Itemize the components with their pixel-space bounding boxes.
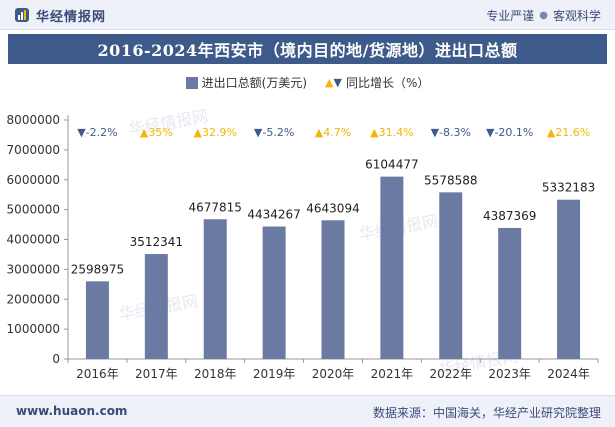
- chart-legend: 进出口总额(万美元) ▲▼ 同比增长（%）: [0, 74, 615, 91]
- tag-separator-dot-icon: ●: [539, 10, 548, 21]
- bar-value-label: 2598975: [71, 262, 124, 276]
- y-tick-label: 3000000: [7, 262, 60, 276]
- bar: [321, 220, 345, 359]
- y-tick-label: 8000000: [7, 113, 60, 127]
- x-axis-ticks: 2016年 2017年 2018年 2019年 2020年 2021年 2022年 2023年…: [67, 359, 599, 381]
- brand[interactable]: 华经情报网: [14, 6, 107, 25]
- bar-value-label: 4434267: [247, 208, 300, 222]
- legend-triangle-icon: ▲▼: [325, 76, 342, 89]
- bar: [439, 192, 463, 359]
- slogan-tags: 专业严谨 ● 客观科学: [486, 7, 601, 24]
- down-triangle-icon: ▼: [77, 126, 86, 139]
- down-triangle-icon: ▼: [254, 126, 263, 139]
- bar-value-label: 4677815: [188, 200, 241, 214]
- bar: [380, 176, 404, 359]
- bar: [498, 227, 522, 359]
- growth-label: ▲32.9%: [194, 126, 237, 139]
- growth-label: ▼-8.3%: [431, 126, 471, 139]
- bar: [144, 254, 168, 359]
- brand-name: 华经情报网: [36, 9, 107, 25]
- footer-website-link[interactable]: www.huaon.com: [16, 404, 128, 418]
- bar: [262, 226, 286, 359]
- growth-value: -20.1%: [494, 126, 533, 139]
- tag-professional: 专业严谨: [486, 9, 535, 23]
- x-tick-label: 2017年: [135, 367, 178, 381]
- legend-bar-swatch-icon: [185, 76, 198, 89]
- growth-label: ▲35%: [140, 126, 173, 139]
- y-tick-label: 4000000: [7, 233, 60, 247]
- bar-value-label: 4387369: [483, 209, 536, 223]
- value-labels: 2598975 3512341 4677815 4434267 4643094 61044…: [71, 158, 596, 277]
- y-tick-label: 7000000: [7, 143, 60, 157]
- top-bar: 华经情报网 专业严谨 ● 客观科学: [0, 0, 615, 30]
- x-tick-label: 2016年: [76, 367, 119, 381]
- down-triangle-icon: ▼: [431, 126, 440, 139]
- legend-item-total[interactable]: 进出口总额(万美元): [185, 74, 308, 91]
- bar-value-label: 4643094: [306, 201, 359, 215]
- growth-label: ▼-2.2%: [77, 126, 117, 139]
- x-tick-label: 2021年: [371, 367, 414, 381]
- bar-value-label: 5578588: [424, 173, 477, 187]
- bar: [557, 199, 581, 359]
- growth-value: 4.7%: [323, 126, 351, 139]
- bar-value-label: 6104477: [365, 158, 418, 172]
- legend-label-total: 进出口总额(万美元): [201, 76, 308, 90]
- title-bar: 2016-2024年西安市（境内目的地/货源地）进出口总额: [8, 34, 607, 64]
- growth-value: 21.6%: [555, 126, 590, 139]
- x-tick-label: 2020年: [312, 367, 355, 381]
- y-tick-label: 5000000: [7, 203, 60, 217]
- growth-value: 32.9%: [202, 126, 237, 139]
- up-triangle-icon: ▲: [315, 126, 324, 139]
- x-tick-label: 2018年: [194, 367, 237, 381]
- down-triangle-icon: ▼: [486, 126, 495, 139]
- up-triangle-icon: ▲: [370, 126, 379, 139]
- up-triangle-icon: ▲: [194, 126, 203, 139]
- growth-label: ▲4.7%: [315, 126, 351, 139]
- growth-value: 35%: [148, 126, 172, 139]
- growth-value: -5.2%: [262, 126, 294, 139]
- growth-label: ▼-5.2%: [254, 126, 294, 139]
- y-tick-label: 2000000: [7, 292, 60, 306]
- footer: www.huaon.com 数据来源：中国海关，华经产业研究院整理: [0, 395, 615, 427]
- bars: [85, 176, 581, 359]
- legend-item-growth[interactable]: ▲▼ 同比增长（%）: [325, 74, 429, 91]
- x-tick-label: 2023年: [488, 367, 531, 381]
- bar: [203, 219, 227, 359]
- growth-value: -2.2%: [86, 126, 118, 139]
- growth-label: ▲31.4%: [370, 126, 413, 139]
- bar: [85, 281, 109, 359]
- growth-value: 31.4%: [379, 126, 414, 139]
- growth-label: ▲21.6%: [547, 126, 590, 139]
- legend-label-growth: 同比增长（%）: [345, 76, 430, 90]
- y-tick-label: 0: [52, 352, 60, 366]
- growth-value: -8.3%: [439, 126, 471, 139]
- x-tick-label: 2024年: [547, 367, 590, 381]
- y-axis-ticks: 0 1000000 2000000 3000000 4000000 5000000 6000…: [7, 113, 68, 366]
- bar-value-label: 3512341: [130, 235, 183, 249]
- x-tick-label: 2022年: [430, 367, 473, 381]
- y-tick-label: 1000000: [7, 322, 60, 336]
- x-tick-label: 2019年: [253, 367, 296, 381]
- growth-labels: ▼-2.2% ▲35% ▲32.9% ▼-5.2% ▲4.7% ▲31.4% ▼-8.3% ▼…: [77, 126, 590, 139]
- tag-objective: 客观科学: [552, 9, 601, 23]
- up-triangle-icon: ▲: [547, 126, 556, 139]
- footer-source: 数据来源：中国海关，华经产业研究院整理: [372, 406, 601, 420]
- bar-value-label: 5332183: [542, 181, 595, 195]
- up-triangle-icon: ▲: [140, 126, 149, 139]
- growth-label: ▼-20.1%: [486, 126, 533, 139]
- brand-logo-icon: [15, 8, 29, 22]
- bar-chart: 华经情报网 华经情报网 华经情报网 华经情报网 0100000020000003…: [7, 106, 599, 381]
- y-tick-label: 6000000: [7, 173, 60, 187]
- chart-title: 2016-2024年西安市（境内目的地/货源地）进出口总额: [97, 41, 518, 60]
